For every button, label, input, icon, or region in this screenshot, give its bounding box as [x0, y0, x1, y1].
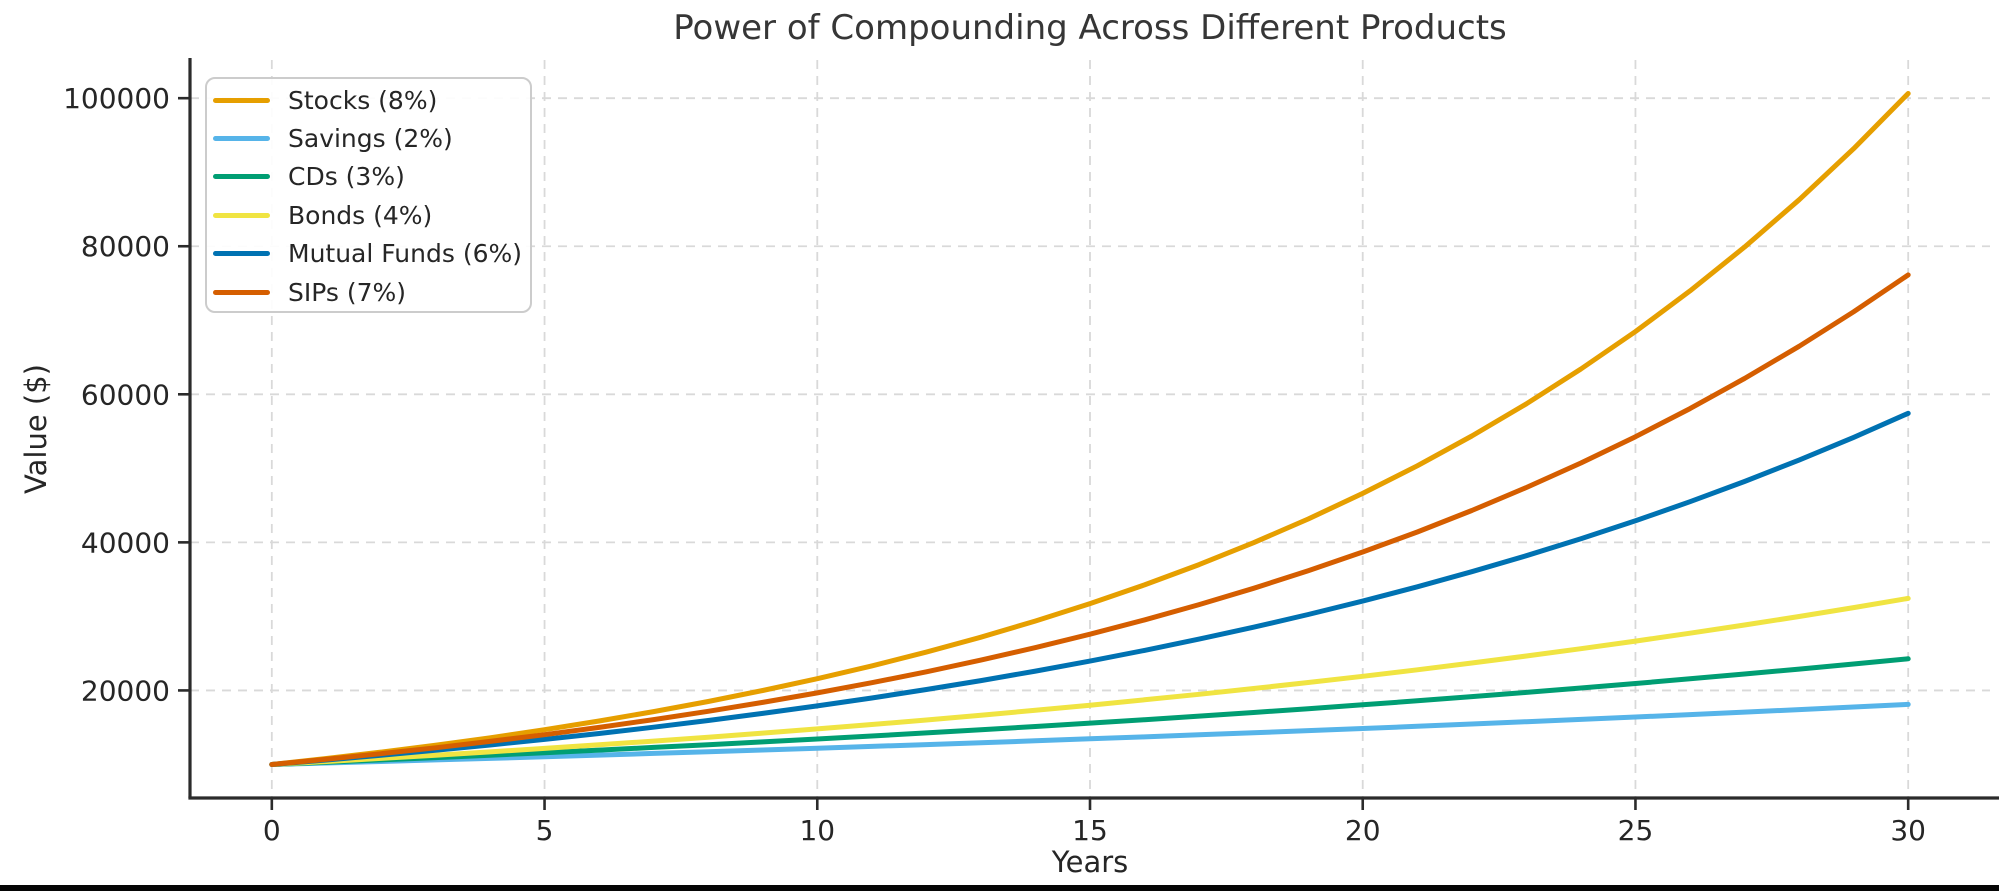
series-line-savings-2 — [269, 701, 1911, 767]
legend-item: Mutual Funds (6%) — [207, 235, 530, 273]
legend-color-swatch — [213, 289, 270, 295]
legend-item: Bonds (4%) — [207, 196, 530, 234]
legend-item: Savings (2%) — [207, 119, 530, 157]
legend-color-swatch — [213, 174, 270, 180]
y-tick-label: 20000 — [81, 674, 170, 707]
legend-item: Stocks (8%) — [207, 81, 530, 119]
series-line-mutual-funds-6 — [269, 410, 1911, 767]
legend: Stocks (8%) Savings (2%) CDs (3%) Bonds … — [205, 77, 532, 313]
legend-item-label: CDs (3%) — [288, 162, 405, 192]
y-tick-label: 60000 — [81, 378, 170, 411]
legend-item-label: Stocks (8%) — [288, 85, 438, 115]
chart-title: Power of Compounding Across Different Pr… — [673, 8, 1507, 48]
series-line-stocks-8 — [269, 91, 1911, 767]
legend-item: SIPs (7%) — [207, 273, 530, 311]
legend-item: CDs (3%) — [207, 158, 530, 196]
x-tick-label: 5 — [536, 814, 554, 847]
x-tick-label: 20 — [1345, 814, 1381, 847]
x-tick-label: 25 — [1618, 814, 1654, 847]
series-line-bonds-4 — [269, 595, 1911, 767]
x-tick-label: 30 — [1890, 814, 1926, 847]
y-tick-label: 100000 — [63, 82, 170, 115]
legend-color-swatch — [213, 251, 270, 257]
x-tick-label: 15 — [1072, 814, 1108, 847]
legend-item-label: Bonds (4%) — [288, 200, 433, 230]
legend-color-swatch — [213, 97, 270, 103]
x-tick-label: 0 — [263, 814, 281, 847]
series-line-sips-7 — [269, 272, 1911, 767]
legend-item-label: SIPs (7%) — [288, 277, 407, 307]
x-axis-label: Years — [1051, 845, 1129, 879]
x-tick-label: 10 — [799, 814, 835, 847]
bottom-border — [0, 885, 1999, 891]
legend-color-swatch — [213, 212, 270, 218]
y-tick-label: 40000 — [81, 526, 170, 559]
series-line-cds-3 — [269, 656, 1911, 767]
legend-item-label: Mutual Funds (6%) — [288, 239, 522, 269]
y-axis-label: Value ($) — [19, 364, 53, 494]
y-tick-label: 80000 — [81, 230, 170, 263]
legend-item-label: Savings (2%) — [288, 124, 453, 154]
legend-color-swatch — [213, 136, 270, 142]
